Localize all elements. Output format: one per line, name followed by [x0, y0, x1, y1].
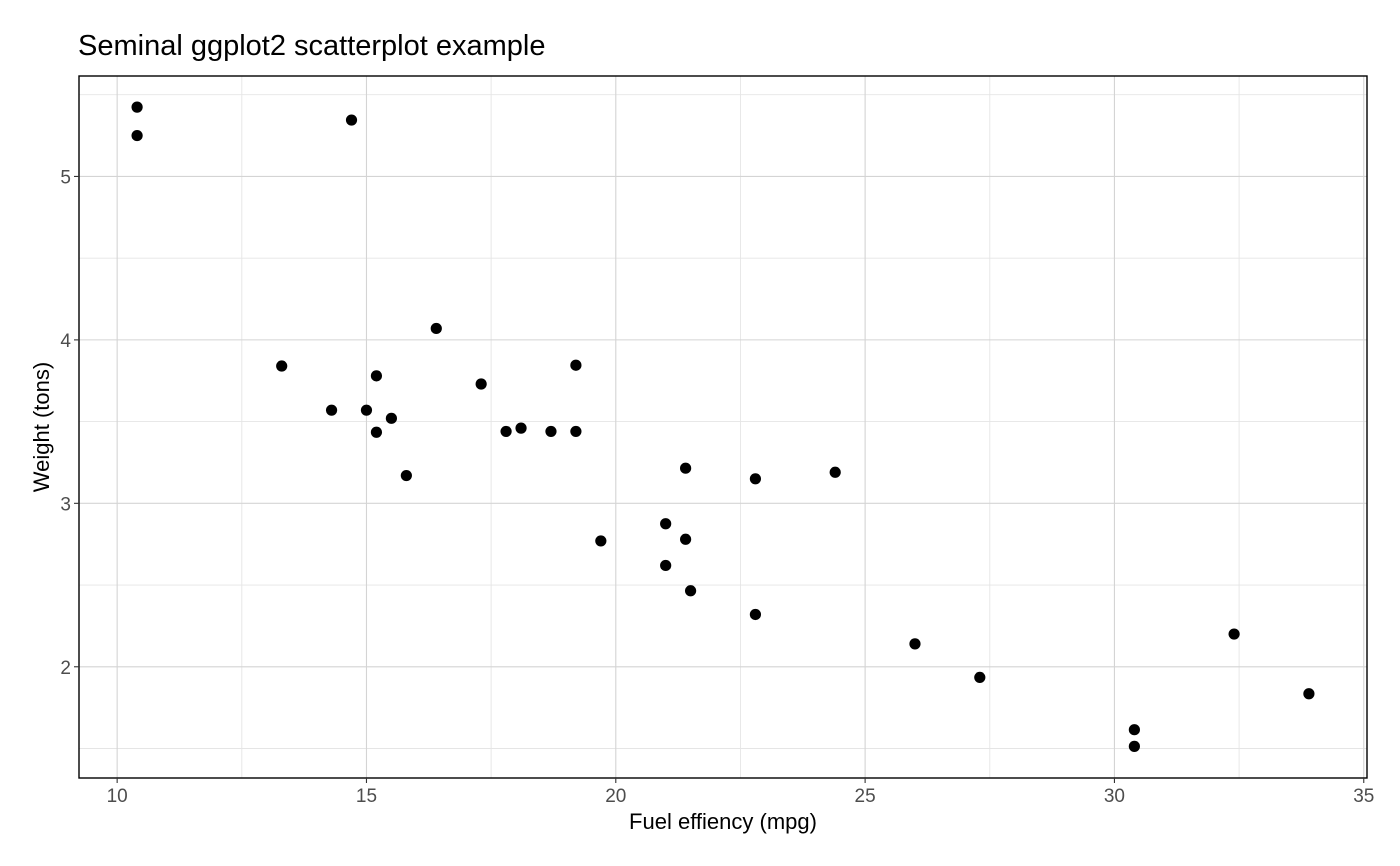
data-point — [1128, 740, 1140, 752]
data-point — [1128, 724, 1140, 736]
data-point — [749, 608, 762, 621]
data-point — [595, 535, 607, 547]
y-tick-label: 4 — [60, 331, 71, 352]
x-tick-label: 10 — [107, 786, 128, 807]
x-axis-title: Fuel effiency (mpg) — [629, 809, 817, 834]
data-point — [325, 404, 338, 416]
x-tick-label: 30 — [1104, 786, 1125, 807]
chart-title: Seminal ggplot2 scatterplot example — [78, 30, 545, 62]
data-point — [400, 469, 412, 482]
data-point — [360, 404, 373, 416]
data-point — [680, 533, 692, 545]
data-point — [345, 114, 358, 126]
y-tick-label: 5 — [60, 167, 71, 188]
data-point — [1303, 688, 1315, 700]
data-point — [684, 585, 697, 597]
major-gridlines — [79, 76, 1367, 778]
x-tick-label: 25 — [855, 786, 876, 807]
data-point — [500, 425, 512, 438]
data-point — [570, 425, 582, 438]
data-point — [131, 129, 143, 142]
data-point — [660, 559, 672, 572]
data-point — [131, 101, 143, 113]
data-point — [829, 466, 841, 478]
data-point — [974, 671, 986, 683]
data-point — [430, 322, 442, 335]
data-point — [370, 426, 383, 438]
y-tick-label: 2 — [60, 658, 71, 679]
data-point — [660, 518, 672, 530]
data-points — [131, 101, 1315, 752]
data-point — [515, 422, 527, 434]
x-axis: 10 15 20 25 30 35 — [107, 778, 1374, 807]
y-tick-label: 3 — [60, 494, 71, 515]
minor-gridlines — [79, 76, 1367, 778]
data-point — [370, 370, 383, 382]
data-point — [570, 359, 582, 371]
data-point — [1228, 628, 1240, 640]
x-tick-label: 35 — [1353, 786, 1374, 807]
y-axis-title: Weight (tons) — [29, 362, 54, 492]
plot-panel-border — [78, 75, 1368, 779]
data-point — [545, 425, 557, 438]
data-point — [475, 378, 487, 390]
data-point — [749, 473, 762, 485]
y-axis: 2 3 4 5 — [60, 167, 79, 679]
data-point — [680, 462, 692, 474]
data-point — [909, 638, 921, 650]
data-point — [385, 412, 398, 424]
data-point — [276, 360, 288, 372]
x-tick-label: 15 — [356, 786, 377, 807]
x-tick-label: 20 — [605, 786, 626, 807]
